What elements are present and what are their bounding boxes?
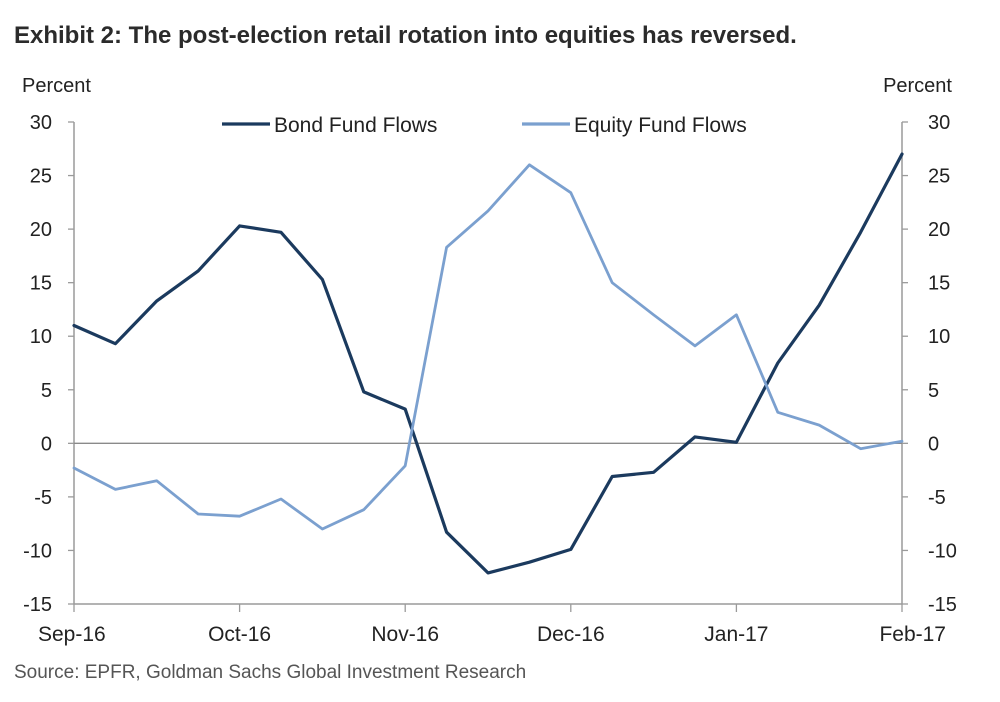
chart-title: Exhibit 2: The post-election retail rota… [14,22,797,49]
y-tick-label-left: 15 [30,273,52,295]
y-tick-label-left: 10 [30,326,52,348]
x-tick-label: Nov-16 [371,623,439,646]
y-tick-label-right: 10 [928,326,950,348]
y-tick-label-right: -10 [928,540,957,562]
y-tick-label-right: 30 [928,112,950,134]
x-tick-label: Oct-16 [208,623,271,646]
y-axis-label-right: Percent [883,75,952,97]
y-tick-label-right: -5 [928,487,946,509]
y-tick-label-right: 0 [928,433,939,455]
y-tick-label-left: 0 [41,433,52,455]
chart-legend: Bond Fund Flows Equity Fund Flows [222,114,747,137]
line-chart: 30 30 25 25 20 20 15 15 10 10 5 5 0 0 -5 -5 -10 -10 -15 -15… [22,75,957,646]
y-tick-label-left: 20 [30,219,52,241]
legend-label-bond-fund-flows: Bond Fund Flows [274,114,437,137]
x-tick-label: Feb-17 [879,623,946,646]
y-tick-label-right: 20 [928,219,950,241]
x-tick-label: Dec-16 [537,623,605,646]
y-tick-label-left: -5 [34,487,52,509]
y-tick-label-left: -15 [23,594,52,616]
y-tick-label-right: 5 [928,380,939,402]
y-tick-label-left: 5 [41,380,52,402]
x-tick-label: Jan-17 [704,623,768,646]
chart-axes: 30 30 25 25 20 20 15 15 10 10 5 5 0 0 -5 -5 -10 -10 -15 -15… [22,75,957,646]
y-tick-label-left: -10 [23,540,52,562]
bond-fund-flows-line [72,152,904,575]
y-tick-label-right: 25 [928,166,950,188]
legend-label-equity-fund-flows: Equity Fund Flows [574,114,747,137]
y-tick-label-left: 25 [30,166,52,188]
source-note: Source: EPFR, Goldman Sachs Global Inves… [14,662,527,683]
x-tick-label: Sep-16 [38,623,106,646]
equity-fund-flows-line [72,163,904,531]
y-tick-label-left: 30 [30,112,52,134]
y-axis-label-left: Percent [22,75,91,97]
y-tick-label-right: 15 [928,273,950,295]
series-layer [72,152,904,575]
y-tick-label-right: -15 [928,594,957,616]
